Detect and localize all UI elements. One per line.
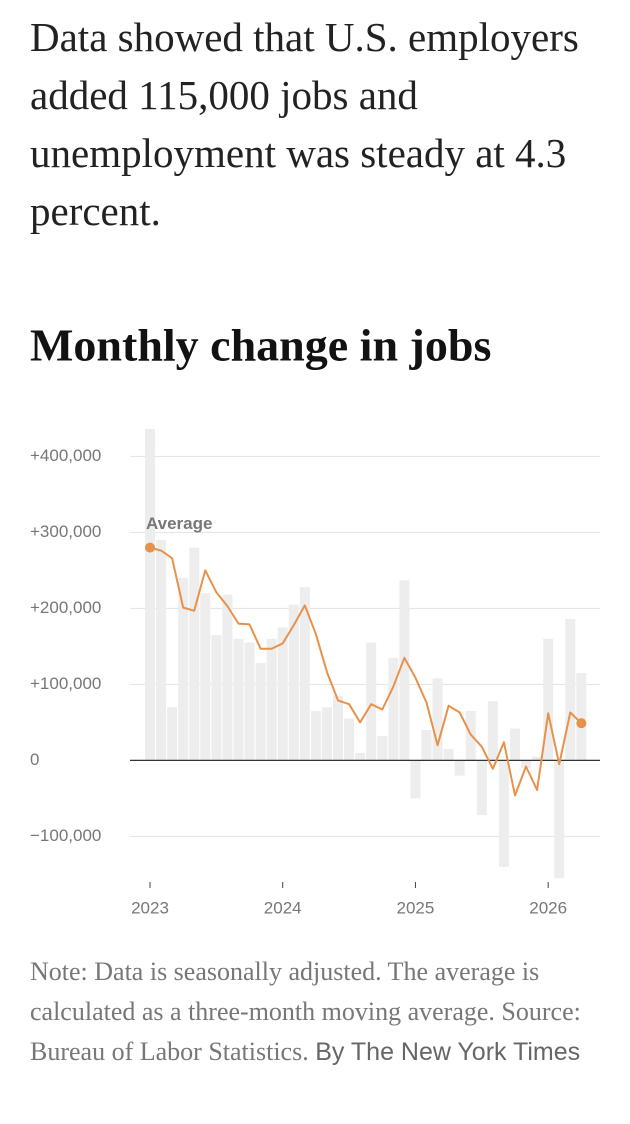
y-tick-label: +300,000 [30,522,101,541]
bar [178,578,189,761]
bar [355,752,366,761]
bar [432,678,443,761]
bar [288,604,299,761]
bar [244,642,255,761]
bar [333,695,344,761]
bar [554,760,565,879]
bar [399,580,410,761]
bar [509,728,520,761]
bar [377,736,388,761]
bar [299,587,310,761]
average-start-dot [145,542,155,553]
bar [498,760,509,867]
bar [255,663,266,761]
y-tick-label: −100,000 [30,826,101,845]
chart-title: Monthly change in jobs [30,320,491,371]
y-tick-label: +200,000 [30,598,101,617]
bar [443,749,454,761]
note: Note: Data is seasonally adjusted. The a… [30,957,540,1026]
bar [189,547,200,761]
bar [421,730,432,761]
x-tick-label: 2025 [397,898,435,917]
footer: Note: Data is seasonally adjusted. The a… [30,952,605,1072]
chart: Monthly change in jobs −100,000 0 +100,000… [30,320,600,917]
x-tick-label: 2026 [529,898,567,917]
x-tick-label: 2024 [264,898,302,917]
bar [543,638,554,761]
headline: Data showed that U.S. employers added 11… [30,14,579,234]
bar [222,594,233,761]
y-tick-label: 0 [30,750,39,769]
bar [521,760,532,768]
bar [321,707,332,761]
bar [156,540,167,761]
average-line [149,546,582,797]
y-tick-label: +100,000 [30,674,101,693]
bar [576,673,587,761]
bar [487,701,498,761]
y-tick-label: +400,000 [30,446,101,465]
bar [344,718,355,761]
bar [145,429,155,761]
bar [266,638,277,761]
bar [366,642,377,761]
bar [310,711,321,761]
bar [410,760,421,799]
bar [277,627,288,761]
average-label: Average [146,514,212,533]
byline: By The New York Times [315,1038,581,1066]
bar [388,657,399,761]
bar [233,638,244,761]
bar [167,707,178,761]
bar [211,635,222,761]
source: Source: Bureau of Labor Statistics. [30,997,581,1066]
bar [476,760,487,816]
bar [200,593,211,761]
x-tick-label: 2023 [131,898,169,917]
average-end-dot [576,718,587,729]
bar [454,760,465,776]
bar [532,756,543,761]
bar [565,619,576,761]
